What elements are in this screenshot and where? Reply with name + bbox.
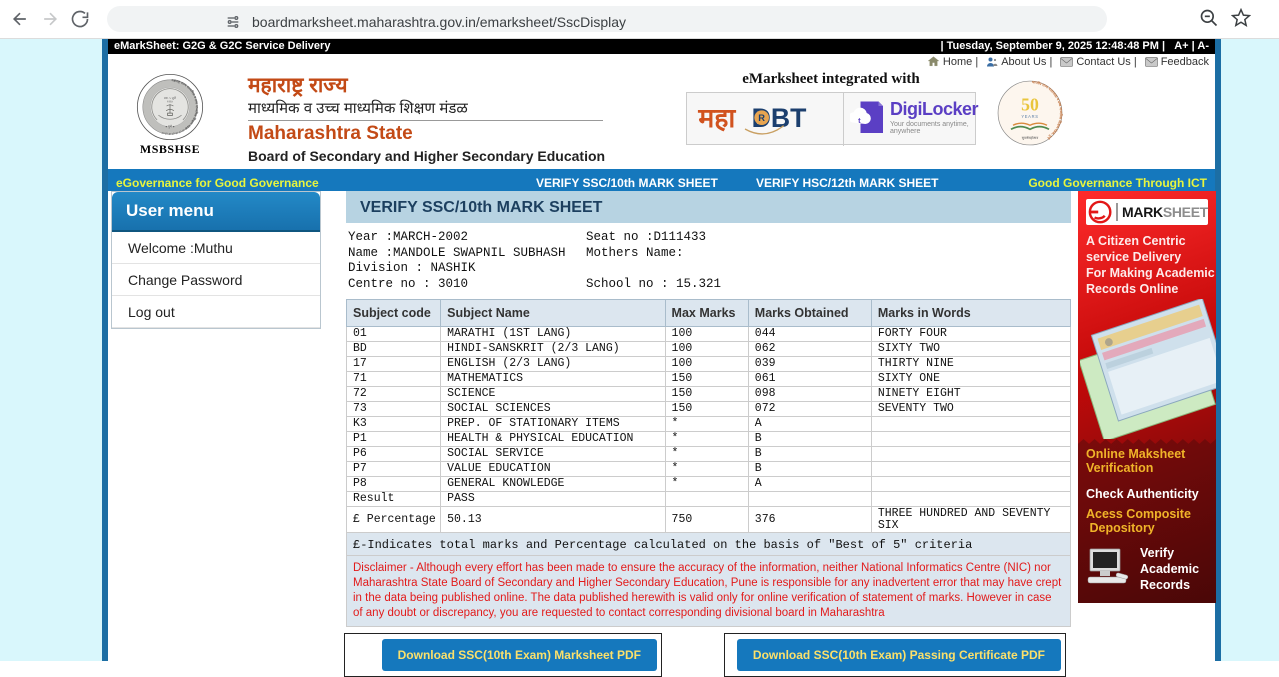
- svg-text:● पुणे ●: ● पुणे ●: [165, 124, 174, 128]
- svg-text:१९६५: १९६५: [167, 100, 174, 104]
- svg-text:50: 50: [1021, 94, 1039, 114]
- svg-text:महा: महा: [697, 103, 736, 133]
- svg-text:R: R: [758, 113, 765, 123]
- svg-text:YEARS: YEARS: [1021, 114, 1038, 119]
- svg-text:सुवर्णमहोत्सव: सुवर्णमहोत्सव: [1022, 135, 1039, 140]
